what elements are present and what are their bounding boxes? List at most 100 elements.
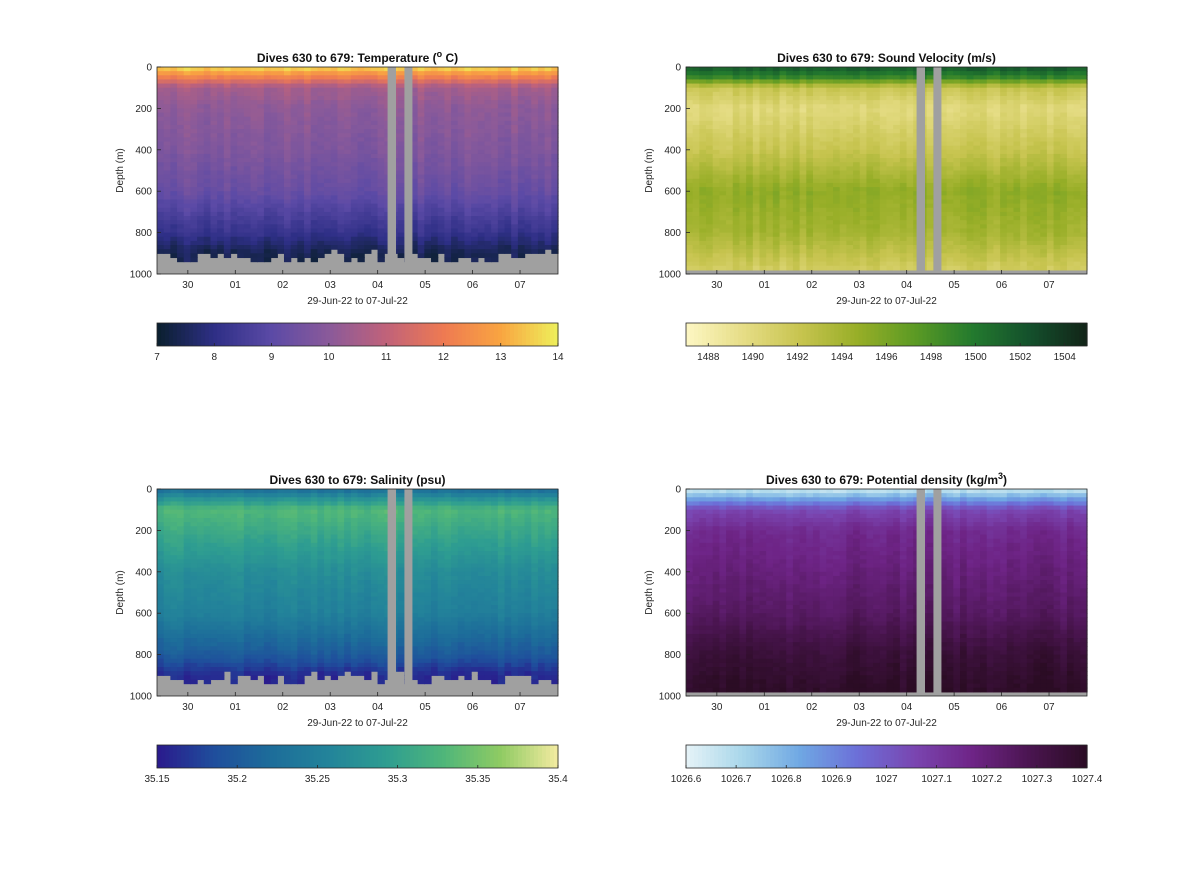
heatmap-cell [826, 146, 833, 151]
heatmap-cell [726, 199, 733, 204]
heatmap-cell [967, 92, 974, 97]
heatmap-cell [324, 92, 331, 97]
heatmap-cell [860, 67, 867, 72]
heatmap-cell [311, 233, 318, 238]
heatmap-cell [806, 100, 813, 105]
heatmap-cell [545, 137, 552, 142]
heatmap-cell [960, 129, 967, 134]
heatmap-cell [746, 79, 753, 84]
heatmap-cell [378, 79, 385, 84]
heatmap-cell [431, 179, 438, 184]
heatmap-cell [860, 212, 867, 217]
heatmap-cell [197, 158, 204, 163]
heatmap-cell [304, 104, 311, 109]
heatmap-cell [967, 154, 974, 159]
heatmap-cell [257, 199, 264, 204]
heatmap-cell [780, 241, 787, 246]
heatmap-cell [531, 96, 538, 101]
heatmap-cell [518, 142, 525, 147]
heatmap-cell [511, 195, 518, 200]
heatmap-cell [907, 96, 914, 101]
heatmap-cell [713, 92, 720, 97]
heatmap-cell [184, 125, 191, 130]
heatmap-cell [438, 125, 445, 130]
heatmap-cell [317, 241, 324, 246]
heatmap-cell [170, 154, 177, 159]
heatmap-cell [538, 241, 545, 246]
heatmap-cell [297, 187, 304, 192]
heatmap-cell [244, 175, 251, 180]
heatmap-cell [780, 129, 787, 134]
heatmap-cell [351, 117, 358, 122]
heatmap-cell [719, 158, 726, 163]
heatmap-cell [277, 92, 284, 97]
heatmap-cell [693, 117, 700, 122]
heatmap-cell [237, 212, 244, 217]
heatmap-cell [927, 212, 934, 217]
heatmap-cell [231, 150, 238, 155]
heatmap-cell [813, 162, 820, 167]
heatmap-cell [458, 179, 465, 184]
heatmap-cell [224, 100, 231, 105]
heatmap-cell [264, 100, 271, 105]
heatmap-cell [719, 220, 726, 225]
heatmap-cell [706, 162, 713, 167]
heatmap-cell [820, 113, 827, 118]
heatmap-cell [170, 104, 177, 109]
heatmap-cell [753, 187, 760, 192]
heatmap-cell [204, 228, 211, 233]
heatmap-cell [833, 158, 840, 163]
heatmap-cell [364, 237, 371, 242]
heatmap-cell [311, 183, 318, 188]
heatmap-cell [277, 158, 284, 163]
heatmap-cell [251, 129, 258, 134]
heatmap-cell [251, 79, 258, 84]
heatmap-cell [518, 204, 525, 209]
heatmap-cell [806, 96, 813, 101]
heatmap-cell [271, 100, 278, 105]
heatmap-cell [693, 187, 700, 192]
heatmap-cell [484, 79, 491, 84]
heatmap-cell [204, 208, 211, 213]
heatmap-cell [277, 195, 284, 200]
heatmap-cell [398, 245, 405, 250]
heatmap-cell [498, 212, 505, 217]
heatmap-cell [498, 245, 505, 250]
heatmap-cell [531, 142, 538, 147]
heatmap-cell [271, 88, 278, 93]
colorbar-tick-label: 10 [323, 352, 335, 363]
heatmap-cell [907, 166, 914, 171]
heatmap-cell [887, 108, 894, 113]
heatmap-cell [766, 220, 773, 225]
heatmap-cell [746, 133, 753, 138]
heatmap-cell [766, 84, 773, 89]
heatmap-cell [531, 150, 538, 155]
heatmap-cell [458, 253, 465, 258]
heatmap-cell [204, 146, 211, 151]
heatmap-cell [304, 253, 311, 258]
heatmap-cell [304, 224, 311, 229]
heatmap-cell [780, 117, 787, 122]
heatmap-cell [551, 212, 558, 217]
heatmap-cell [444, 133, 451, 138]
heatmap-cell [505, 121, 512, 126]
heatmap-cell [264, 129, 271, 134]
heatmap-cell [713, 162, 720, 167]
heatmap-cell [880, 121, 887, 126]
heatmap-cell [833, 191, 840, 196]
heatmap-cell [398, 133, 405, 138]
heatmap-cell [224, 179, 231, 184]
heatmap-cell [317, 228, 324, 233]
heatmap-cell [418, 245, 425, 250]
heatmap-cell [760, 171, 767, 176]
heatmap-cell [693, 88, 700, 93]
heatmap-cell [813, 195, 820, 200]
heatmap-cell [860, 125, 867, 130]
heatmap-cell [498, 179, 505, 184]
heatmap-cell [545, 79, 552, 84]
heatmap-cell [846, 150, 853, 155]
heatmap-cell [873, 79, 880, 84]
heatmap-cell [813, 208, 820, 213]
heatmap-cell [444, 233, 451, 238]
heatmap-cell [378, 162, 385, 167]
